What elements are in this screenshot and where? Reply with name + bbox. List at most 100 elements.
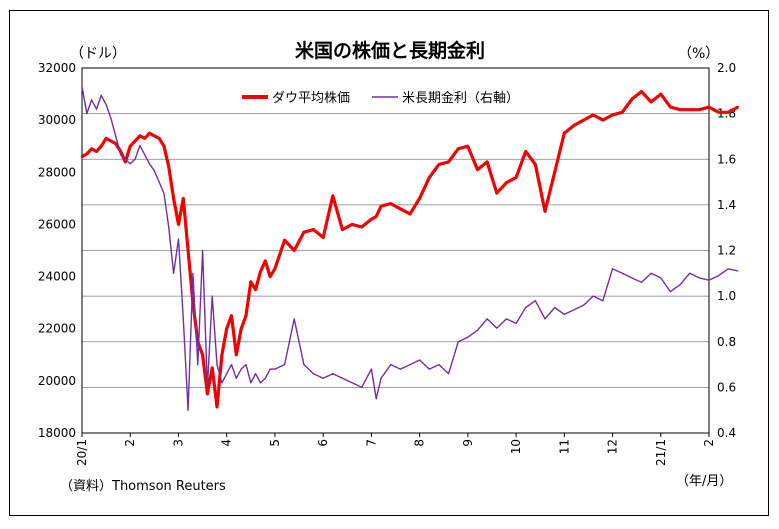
dow-point [476, 168, 479, 171]
yield-point [486, 318, 488, 320]
x-axis-ticks: 20/1 2 3 4 5 6 7 8 9 10 11 12 21/1 2 [75, 433, 716, 466]
yield-point [534, 300, 537, 302]
legend-label-dow: ダウ平均株価 [272, 91, 350, 106]
yield-point [727, 268, 729, 270]
dow-point [240, 327, 243, 330]
yield-point [650, 272, 652, 274]
yield-point [631, 277, 633, 279]
yield-point [139, 145, 141, 147]
dow-point [211, 366, 214, 369]
yield-point [361, 386, 363, 388]
yield-point [312, 373, 315, 375]
chart-title: 米国の株価と長期金利 [295, 39, 485, 62]
dow-point [235, 353, 238, 356]
yield-point [255, 373, 257, 375]
yield-point [250, 382, 252, 384]
yield-point [370, 368, 372, 370]
dow-point [143, 137, 146, 140]
yield-point [660, 277, 662, 279]
dow-point [129, 145, 132, 148]
yield-point [91, 99, 93, 101]
x-tick-label: 8 [413, 439, 427, 447]
dow-point [259, 270, 262, 273]
yield-point [380, 377, 382, 379]
dow-point [688, 108, 691, 111]
x-tick-label: 2 [702, 439, 716, 447]
x-tick-label: 2 [123, 439, 137, 447]
dow-point [375, 215, 378, 218]
dow-point [360, 225, 363, 229]
yield-point [718, 275, 720, 277]
yield-point [221, 382, 223, 384]
dow-point [331, 194, 334, 197]
yield-point [515, 322, 517, 325]
dow-point [659, 92, 662, 96]
source-note: （資料）Thomson Reuters [60, 479, 226, 494]
dow-point [592, 113, 595, 117]
dow-point [133, 139, 137, 143]
chart-frame: 米国の株価と長期金利 （ドル） （%） （年/月） （資料）Thomson Re… [9, 10, 769, 516]
yield-point [202, 249, 204, 252]
yield-point [448, 373, 450, 375]
dow-point [322, 236, 325, 239]
dow-point [124, 160, 127, 164]
yield-point [284, 364, 286, 366]
dow-point [153, 134, 156, 137]
yield-point [293, 318, 295, 320]
yield-point [351, 382, 353, 384]
x-tick-label: 3 [171, 439, 185, 447]
dow-line [81, 89, 739, 409]
right-axis-ticks: 0.40.60.81.01.21.41.61.82.0 [717, 61, 736, 440]
yield-point [259, 382, 262, 384]
dow-point [717, 111, 720, 114]
yield-point [467, 336, 469, 338]
dow-point [669, 105, 672, 109]
x-tick-label: 7 [364, 439, 378, 447]
dow-point [408, 212, 412, 216]
x-axis-unit: （年/月） [676, 474, 732, 489]
yield-point [245, 364, 247, 366]
yield-point [525, 306, 527, 309]
left-tick-label: 22000 [38, 322, 76, 336]
dow-point [437, 163, 441, 166]
plot-area-border [81, 67, 710, 434]
dow-point [177, 223, 180, 226]
dow-point [273, 267, 277, 270]
yield-point [187, 409, 189, 411]
x-tick-label: 10 [509, 439, 523, 454]
yield-point [592, 295, 594, 297]
dow-point [201, 353, 204, 356]
dow-point [350, 223, 354, 226]
dow-point [215, 405, 219, 409]
dow-point [379, 205, 383, 208]
yield-point [573, 309, 575, 311]
left-tick-label: 24000 [38, 270, 76, 284]
yield-point [211, 295, 213, 297]
dow-point [230, 314, 233, 317]
x-tick-label: 4 [220, 439, 234, 447]
yield-point [737, 270, 739, 272]
x-tick-label: 11 [557, 439, 571, 454]
dow-point [514, 176, 518, 179]
yield-point [129, 163, 131, 165]
dow-point [172, 197, 175, 200]
dow-point [162, 145, 166, 148]
dow-point [283, 238, 286, 242]
dow-point [341, 228, 344, 231]
yield-point [124, 158, 126, 160]
yield-point [476, 329, 479, 331]
dow-point [418, 197, 421, 200]
dow-point [707, 105, 711, 109]
dow-point [447, 160, 450, 164]
yield-point [505, 318, 507, 320]
x-tick-label: 20/1 [75, 439, 89, 466]
yield-point [457, 341, 459, 343]
dow-point [114, 142, 118, 145]
left-tick-label: 18000 [38, 426, 76, 440]
yield-point [669, 291, 672, 293]
right-axis-unit: （%） [678, 46, 719, 62]
dow-point [563, 132, 566, 135]
dow-point [206, 392, 209, 396]
dow-point [80, 155, 84, 158]
yield-point [332, 373, 334, 375]
